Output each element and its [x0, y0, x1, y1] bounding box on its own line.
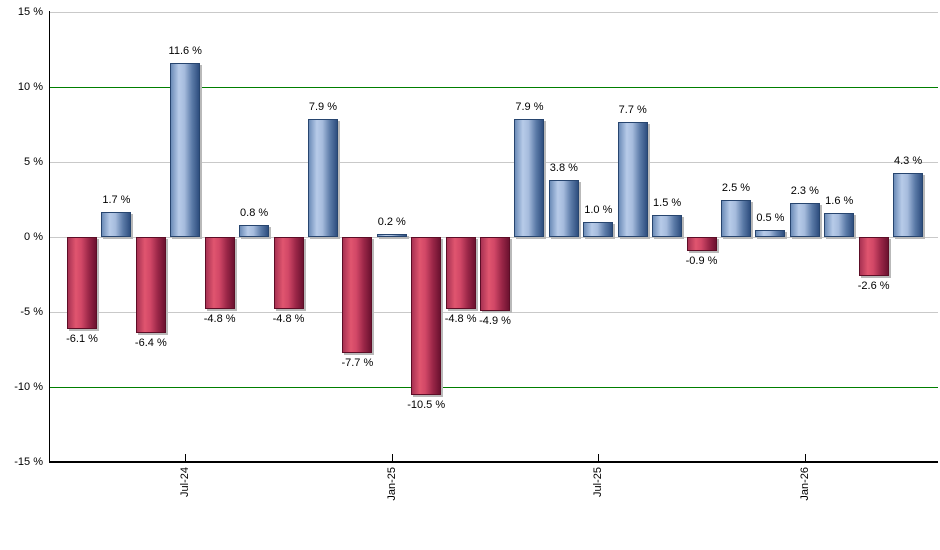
bar-positive	[307, 118, 338, 237]
y-tick-label: 5 %	[24, 155, 43, 168]
bar-negative	[858, 237, 889, 276]
bar-negative	[204, 237, 235, 309]
bar-positive	[239, 225, 270, 237]
bar-negative	[411, 237, 442, 395]
bar-positive	[617, 121, 648, 237]
gridline	[49, 11, 938, 13]
x-tick	[185, 454, 187, 461]
x-tick	[804, 454, 806, 461]
x-tick-label: Jan-26	[798, 467, 811, 501]
bar-value-label: -4.8 %	[272, 313, 305, 325]
bar-positive	[101, 211, 132, 237]
y-tick-label: -15 %	[14, 455, 43, 468]
y-tick-label: -10 %	[14, 380, 43, 393]
x-tick	[598, 454, 600, 461]
bar-value-label: 3.8 %	[549, 162, 578, 174]
bar-positive	[583, 222, 614, 237]
y-tick-label: 15 %	[17, 5, 43, 18]
bar-positive	[755, 229, 786, 237]
gridline	[49, 161, 938, 163]
bar-negative	[67, 237, 97, 329]
y-tick-label: -5 %	[20, 305, 43, 318]
threshold-line	[49, 386, 938, 388]
bar-positive	[514, 118, 545, 237]
bar-negative	[480, 237, 511, 311]
bar-value-label: -0.9 %	[685, 254, 718, 267]
bar-negative	[342, 237, 373, 353]
bar-positive	[376, 234, 407, 237]
bar-negative	[135, 237, 166, 333]
bar-value-label: 1.7 %	[102, 193, 131, 206]
bar-value-label: 1.0 %	[584, 204, 613, 216]
bar-value-label: 1.6 %	[825, 195, 854, 207]
bar-value-label: 4.3 %	[894, 154, 923, 167]
bar-positive	[548, 180, 579, 237]
bar-value-label: -2.6 %	[857, 280, 890, 292]
bar-value-label: 0.5 %	[756, 211, 785, 224]
bar-value-label: 7.9 %	[308, 100, 338, 113]
bar-value-label: -4.8 %	[203, 313, 236, 325]
x-tick	[391, 454, 393, 461]
bar-negative	[273, 237, 304, 309]
y-axis	[49, 11, 50, 463]
bar-value-label: 7.9 %	[515, 100, 544, 113]
bar-value-label: -4.8 %	[444, 313, 477, 325]
bar-value-label: 0.2 %	[377, 216, 406, 228]
x-tick-label: Jul-25	[592, 467, 605, 497]
x-tick-label: Jul-24	[179, 467, 192, 497]
bar-negative	[686, 237, 717, 251]
bar-value-label: -4.9 %	[479, 314, 511, 327]
gridline	[49, 311, 938, 313]
bar-positive	[652, 214, 683, 237]
bar-value-label: 0.8 %	[240, 207, 269, 219]
bar-value-label: -6.4 %	[134, 337, 167, 349]
x-tick-label: Jan-25	[385, 467, 398, 501]
bar-positive	[824, 213, 855, 237]
bar-positive	[720, 199, 751, 237]
bar-value-label: -6.1 %	[66, 332, 98, 345]
bar-value-label: 7.7 %	[618, 103, 647, 116]
bar-value-label: 2.5 %	[721, 181, 751, 194]
bar-value-label: -10.5 %	[407, 398, 446, 411]
x-axis	[49, 461, 938, 463]
y-tick-label: 0 %	[24, 230, 43, 243]
bar-positive	[170, 63, 201, 237]
bar-value-label: 11.6 %	[168, 45, 202, 57]
bar-positive	[789, 202, 820, 237]
y-tick-label: 10 %	[17, 80, 43, 93]
bar-value-label: -7.7 %	[341, 356, 374, 369]
bar-positive	[893, 172, 924, 237]
bar-value-label: 2.3 %	[790, 184, 819, 197]
threshold-line	[49, 86, 938, 88]
bar-negative	[445, 237, 476, 309]
bar-value-label: 1.5 %	[653, 196, 682, 209]
